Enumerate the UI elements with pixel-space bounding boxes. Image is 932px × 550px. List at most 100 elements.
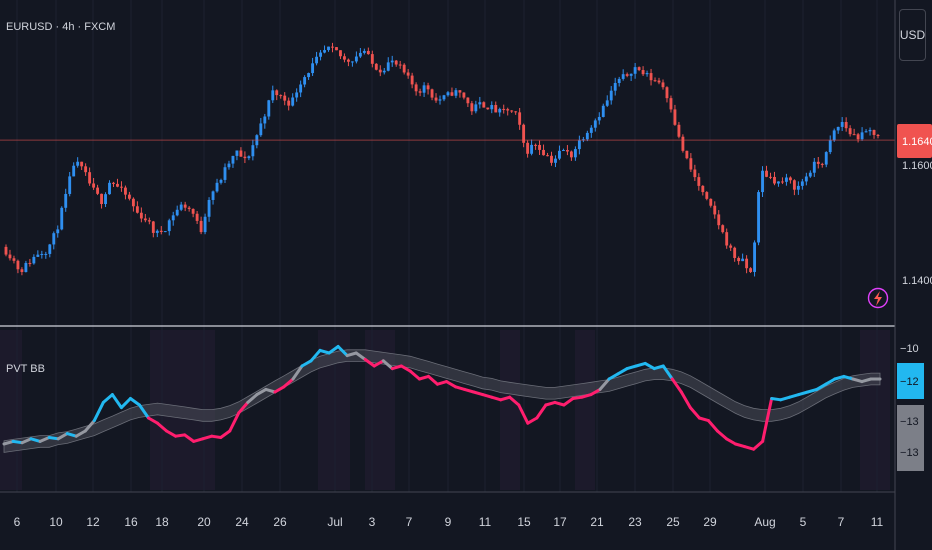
candle-body <box>4 246 8 255</box>
candle-body <box>307 73 311 78</box>
candle-body <box>470 103 474 112</box>
shade-band <box>0 330 22 490</box>
candle-body <box>24 262 28 273</box>
pvt-tick-3: −13 <box>900 416 919 428</box>
time-tick: 20 <box>197 515 211 529</box>
pvt-segment <box>74 429 87 438</box>
candle-body <box>227 163 231 168</box>
pvt-segment <box>643 361 656 371</box>
pvt-segment <box>146 416 160 425</box>
time-axis[interactable]: 6 10 12 16 18 20 24 26 Jul 3 7 9 11 15 17 21 23 25 29 Aug 5 7… <box>14 515 884 529</box>
candle-body <box>231 155 235 164</box>
candle-body <box>235 150 239 156</box>
shade-band <box>860 330 890 490</box>
pvt-segment <box>363 358 376 368</box>
pvt-segment <box>797 390 810 397</box>
candle-body <box>840 121 844 127</box>
pvt-segment <box>779 395 792 402</box>
candle-body <box>677 124 681 137</box>
candle-body <box>12 258 16 261</box>
candle-body <box>331 46 334 48</box>
candle-body <box>645 73 649 75</box>
pvt-bb-plot[interactable] <box>2 345 882 453</box>
candle-body <box>207 199 211 217</box>
pvt-segment <box>743 445 756 451</box>
candle-body <box>609 90 613 101</box>
pvt-segment <box>706 419 719 433</box>
candle-body <box>438 99 442 101</box>
candle-body <box>721 225 725 233</box>
candle-body <box>478 102 482 105</box>
candle-body <box>872 129 876 135</box>
candle-body <box>215 182 219 192</box>
pvt-value-badge <box>897 363 924 399</box>
candle-body <box>291 97 295 106</box>
pvt-segment <box>228 411 241 433</box>
candle-body <box>239 150 243 157</box>
pvt-segment <box>210 434 223 439</box>
pvt-axis[interactable]: −10 −12 −13 −13 <box>897 343 924 471</box>
price-candles[interactable] <box>4 42 880 277</box>
pvt-segment <box>806 387 819 394</box>
candle-body <box>414 84 418 92</box>
candle-body <box>657 80 661 83</box>
pvt-segment <box>246 393 259 404</box>
pvt-segment <box>508 395 521 407</box>
candle-body <box>454 90 458 96</box>
candle-body <box>864 131 868 133</box>
candle-body <box>848 128 852 135</box>
pvt-segment <box>336 345 349 358</box>
candle-body <box>773 176 776 184</box>
pvt-segment <box>535 403 548 420</box>
candle-body <box>171 215 175 221</box>
candle-body <box>757 192 760 243</box>
lightning-icon[interactable] <box>867 287 889 309</box>
candle-body <box>358 52 362 57</box>
candle-body <box>335 47 338 51</box>
pvt-band <box>3 349 881 453</box>
candle-body <box>812 161 816 173</box>
candle-body <box>223 167 227 180</box>
pvt-segment <box>661 364 674 381</box>
pvt-segment <box>110 393 123 410</box>
pvt-segment <box>752 439 765 451</box>
time-tick: 26 <box>273 515 287 529</box>
candle-body <box>737 257 741 262</box>
pvt-segment <box>598 377 611 391</box>
candle-body <box>279 95 283 97</box>
pvt-segment <box>544 400 557 407</box>
price-axis[interactable]: 1.16000 1.14000 1.16403 <box>897 124 932 287</box>
pvt-segment <box>119 397 132 410</box>
pvt-segment <box>851 377 864 384</box>
candle-body <box>792 180 796 190</box>
candle-body <box>800 181 804 186</box>
candle-body <box>621 74 625 79</box>
candle-body <box>430 89 434 98</box>
pvt-segment <box>417 374 430 381</box>
candle-body <box>370 54 374 64</box>
pvt-segment <box>381 359 394 371</box>
candle-body <box>52 233 56 245</box>
pvt-segment <box>842 374 855 381</box>
candle-body <box>80 161 84 167</box>
pvt-segment <box>156 421 169 433</box>
candle-body <box>693 169 697 178</box>
candle-body <box>745 258 749 269</box>
time-tick: 24 <box>235 515 249 529</box>
candle-body <box>633 67 637 74</box>
pvt-segment <box>724 437 738 446</box>
price-tick-1: 1.16000 <box>902 160 932 172</box>
currency-button[interactable]: USD <box>899 9 926 61</box>
pvt-segment <box>137 403 150 420</box>
candle-body <box>701 185 705 193</box>
candle-body <box>685 150 689 159</box>
candle-body <box>816 161 820 164</box>
candle-body <box>832 130 836 141</box>
candle-body <box>68 176 72 194</box>
candle-body <box>462 92 466 98</box>
pvt-segment <box>688 406 701 420</box>
candle-body <box>112 182 115 184</box>
time-tick: 11 <box>871 515 884 529</box>
candle-body <box>143 218 147 221</box>
